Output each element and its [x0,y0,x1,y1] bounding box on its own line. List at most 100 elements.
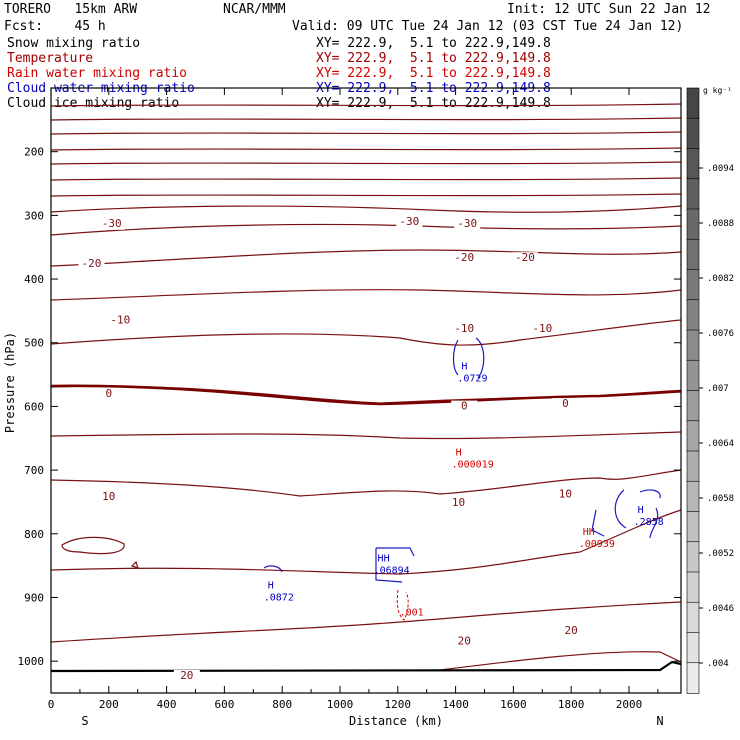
colorbar-tick-label: .007 [707,384,729,394]
colorbar-cell [686,329,700,362]
y-tick-label: 400 [24,273,44,286]
temperature-contours [50,103,682,671]
colorbar-tick-label: .0052 [707,549,734,559]
colorbar-cell [686,571,700,604]
label-bg [396,215,423,228]
y-tick-label: 200 [24,146,44,159]
colorbar-cell [686,601,700,634]
temperature-label: -10 [454,322,474,335]
label-bg [552,488,579,501]
colorbar-cell [686,299,700,331]
zero-isotherm [50,384,682,406]
maximum-value: .001 [400,607,424,618]
temperature-label: 10 [452,496,465,509]
maximum-mark: H [456,448,462,459]
colorbar-cell [686,208,700,241]
label-bg [107,314,134,327]
label-bg [95,387,122,400]
label-bg [445,496,472,509]
colorbar-tick-label: .0076 [707,329,734,339]
colorbar-unit: g kg⁻¹ [703,86,732,95]
isotherm [439,651,682,671]
isotherm [50,469,682,497]
label-bg [454,217,481,230]
colorbar-tick-label: .0064 [707,439,734,449]
temperature-label: 0 [461,400,468,413]
isotherm [50,147,682,151]
x-tick-label: 1000 [327,698,354,711]
colorbar-tick-label: .0088 [707,219,734,229]
rain-contours [396,589,409,621]
label-bg [451,635,478,648]
maximum-mark: H [268,581,274,592]
axes: 0 200 400 600 800 1000 1200 1400 1600 1800 2000200… [3,87,682,728]
maximum-value: .0872 [264,593,294,604]
valid-time: Valid: 09 UTC Tue 24 Jan 12 (03 CST Tue … [292,19,684,34]
temperature-label: 20 [565,624,578,637]
isotherm [50,319,682,346]
cloud-contour [263,565,283,573]
legend-rain-xy: XY= 222.9, 5.1 to 222.9,149.8 [316,66,551,81]
maximum-mark: HH [583,527,595,538]
colorbar-tick-label: .0082 [707,274,734,284]
temperature-label: 0 [562,397,569,410]
colorbar-tick-label: .0094 [707,164,734,174]
temperature-label: 0 [105,387,112,400]
isotherm [50,249,682,267]
temperature-label: 10 [559,487,572,500]
isotherm [50,117,682,121]
colorbar-cell [686,450,700,483]
maximum-value: .000019 [452,460,494,471]
y-tick-label: 1000 [18,655,45,668]
temperature-labels: -30 -30 -30 -20 -20 -20 -10 -10 -10 0 0 0 10 10 10 20 20… [78,215,585,682]
isotherm [50,177,682,181]
colorbar-cell [686,420,700,452]
y-axis-label: Pressure (hPa) [3,332,17,433]
legend-snow-label: Snow mixing ratio [7,36,141,51]
x-axis-label: Distance (km) [349,714,443,728]
y-tick-label: 300 [24,209,44,222]
label-bg [451,322,478,335]
label-bg [558,624,585,637]
isotherm [50,431,682,440]
maximum-value: .00939 [579,539,615,550]
center-title: NCAR/MMM [223,2,286,17]
x-tick-label: 200 [99,698,119,711]
y-tick-label: 900 [24,591,44,604]
x-tick-label: 2000 [616,698,643,711]
isotherm [50,103,682,107]
colorbar-tick-label: .004 [707,659,729,669]
legend-snow-xy: XY= 222.9, 5.1 to 222.9,149.8 [316,36,551,51]
plot-frame [50,87,682,694]
colorbar-cell [686,117,700,150]
x-tick-label: 1200 [385,698,412,711]
terrain-line [50,660,682,673]
isotherm [50,509,682,575]
x-tick-label: 1400 [442,698,469,711]
temperature-label: -20 [82,257,102,270]
legend-cloud-ice-xy: XY= 222.9, 5.1 to 222.9,149.8 [316,96,551,111]
colorbar-cell [686,87,700,120]
colorbar-cell [686,178,700,210]
label-bg [529,322,556,335]
cloud-contour [375,547,415,583]
endpoint-south: S [81,714,88,728]
y-tick-label: 800 [24,528,44,541]
colorbar-cell [686,541,700,573]
temperature-label: -20 [454,251,474,264]
legend-temperature-label: Temperature [7,51,94,66]
colorbar-cell [686,269,700,301]
isotherm [50,289,682,301]
temperature-label: -30 [102,217,122,230]
legend-rain-label: Rain water mixing ratio [7,66,188,81]
temperature-label: 20 [458,635,471,648]
colorbar-tick-label: .0046 [707,604,734,614]
label-bg [78,257,105,270]
legend-temperature-xy: XY= 222.9, 5.1 to 222.9,149.8 [316,51,551,66]
isotherm [50,131,682,135]
y-tick-label: 500 [24,337,44,350]
maximum-mark: H [638,505,644,516]
x-tick-label: 600 [214,698,234,711]
y-tick-label: 600 [24,400,44,413]
